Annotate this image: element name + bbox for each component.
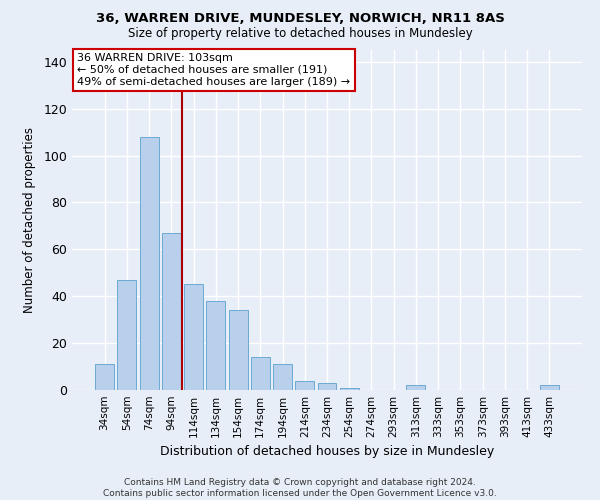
Bar [295, 380, 314, 390]
X-axis label: Distribution of detached houses by size in Mundesley: Distribution of detached houses by size … [160, 446, 494, 458]
Bar [118, 280, 136, 390]
Bar [273, 364, 292, 390]
Bar [340, 388, 359, 390]
Bar [251, 357, 270, 390]
Y-axis label: Number of detached properties: Number of detached properties [23, 127, 37, 313]
Bar [184, 284, 203, 390]
Bar [317, 383, 337, 390]
Text: 36, WARREN DRIVE, MUNDESLEY, NORWICH, NR11 8AS: 36, WARREN DRIVE, MUNDESLEY, NORWICH, NR… [95, 12, 505, 26]
Bar [406, 386, 425, 390]
Bar [540, 386, 559, 390]
Text: 36 WARREN DRIVE: 103sqm
← 50% of detached houses are smaller (191)
49% of semi-d: 36 WARREN DRIVE: 103sqm ← 50% of detache… [77, 54, 350, 86]
Bar [229, 310, 248, 390]
Bar [162, 233, 181, 390]
Text: Size of property relative to detached houses in Mundesley: Size of property relative to detached ho… [128, 28, 472, 40]
Text: Contains HM Land Registry data © Crown copyright and database right 2024.
Contai: Contains HM Land Registry data © Crown c… [103, 478, 497, 498]
Bar [95, 364, 114, 390]
Bar [206, 301, 225, 390]
Bar [140, 137, 158, 390]
